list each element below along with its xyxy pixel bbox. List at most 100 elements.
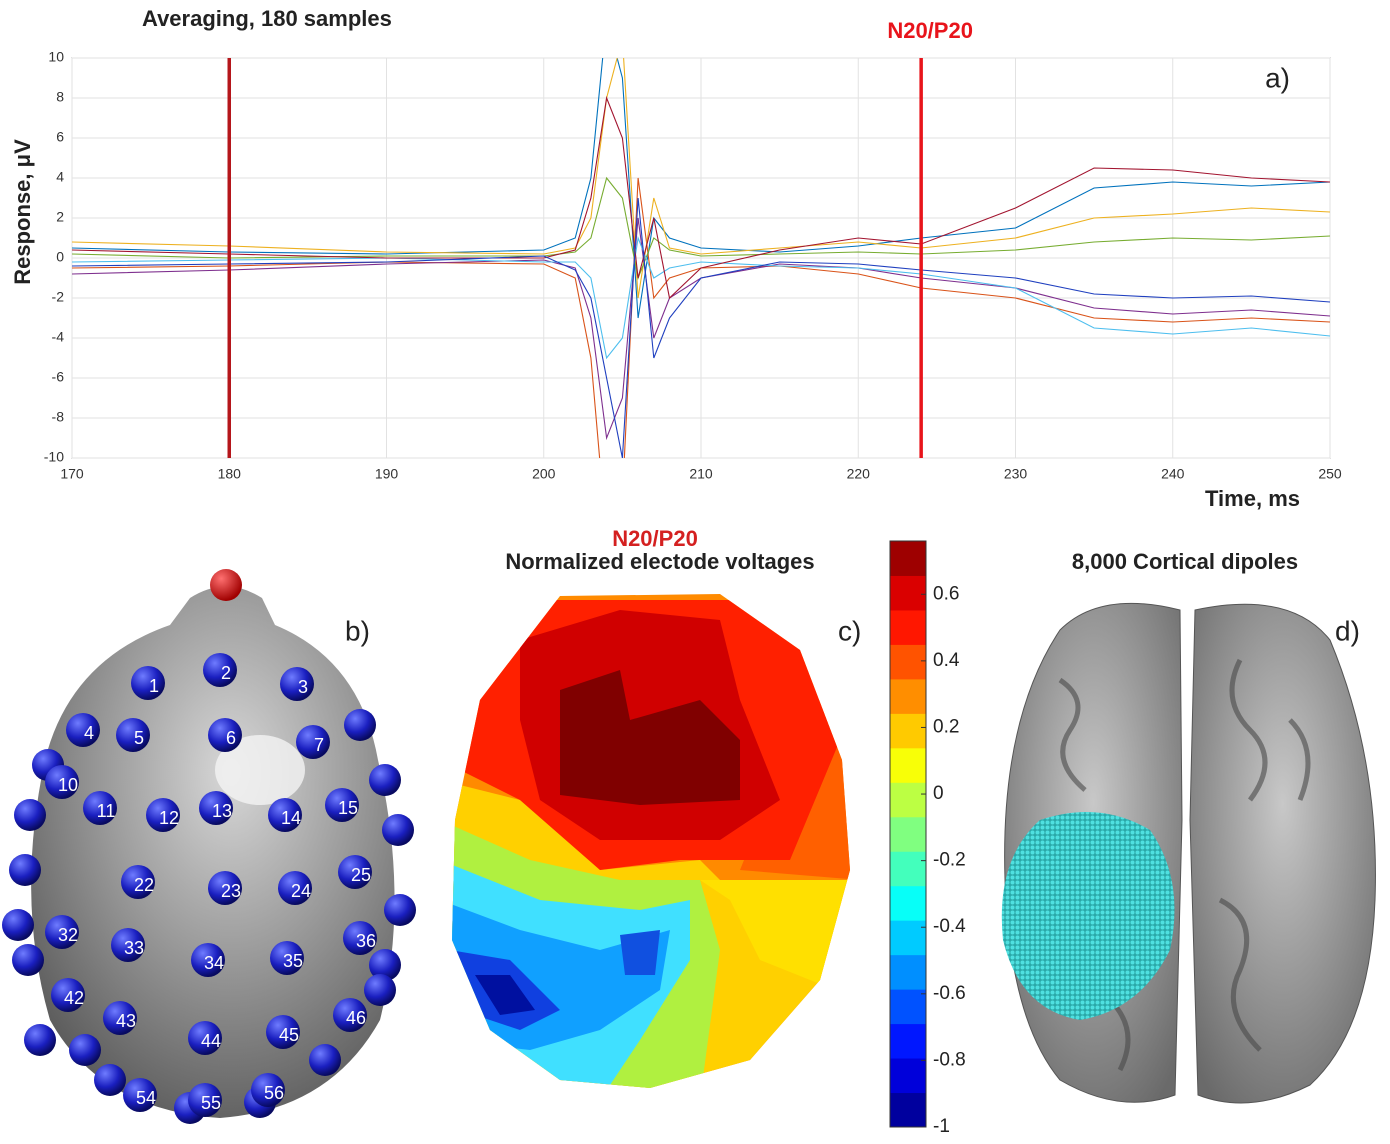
electrode-label: 25: [351, 865, 371, 885]
x-tick-label: 220: [847, 466, 871, 482]
electrode-label: 45: [279, 1025, 299, 1045]
electrode-label: 56: [264, 1083, 284, 1103]
marker-label: N20/P20: [887, 18, 973, 43]
x-tick-label: 230: [1004, 466, 1028, 482]
y-axis-label: Response, μV: [10, 139, 35, 285]
electrode-label: 13: [212, 801, 232, 821]
electrode: [12, 944, 44, 976]
colorbar-tick-label: -1: [933, 1116, 950, 1137]
colorbar-tick-label: -0.6: [933, 983, 966, 1004]
electrode-label: 11: [97, 801, 116, 821]
electrode-label: 6: [226, 728, 236, 748]
electrode-label: 32: [58, 925, 78, 945]
y-tick-label: -6: [52, 369, 65, 385]
electrode-label: 15: [338, 798, 358, 818]
electrode-label: 3: [298, 677, 308, 697]
colorbar-band: [890, 748, 926, 783]
colorbar-tick-label: 0.2: [933, 716, 959, 737]
colorbar-band: [890, 644, 926, 679]
colorbar-band: [890, 575, 926, 610]
panel-a: Averaging, 180 samples Time, ms Response…: [10, 6, 1342, 538]
x-tick-label: 240: [1161, 466, 1185, 482]
y-tick-label: 8: [56, 89, 64, 105]
electrode-label: 34: [204, 953, 224, 973]
y-tick-label: 2: [56, 209, 64, 225]
electrode: [344, 709, 376, 741]
electrode: [369, 764, 401, 796]
electrode-label: 23: [221, 881, 241, 901]
x-tick-label: 190: [375, 466, 399, 482]
electrode: [14, 799, 46, 831]
electrode-label: 43: [116, 1011, 136, 1031]
x-tick-label: 180: [218, 466, 242, 482]
electrode-label: 5: [134, 728, 144, 748]
panel-label: d): [1335, 615, 1360, 646]
electrode-label: 24: [291, 881, 311, 901]
x-tick-label: 200: [532, 466, 556, 482]
electrode-label: 7: [314, 735, 324, 755]
colorbar-band: [890, 955, 926, 990]
panel-label: b): [345, 615, 370, 646]
chart-title: 8,000 Cortical dipoles: [1072, 549, 1298, 574]
colorbar-band: [890, 713, 926, 748]
electrode-label: 14: [281, 808, 301, 828]
colorbar-band: [890, 886, 926, 921]
electrode-label: 55: [201, 1093, 221, 1113]
right-hemisphere: [1190, 604, 1375, 1103]
electrode: [69, 1034, 101, 1066]
chart-subtitle: Normalized electode voltages: [505, 549, 814, 574]
y-tick-label: -4: [52, 329, 65, 345]
electrode-label: 12: [159, 808, 179, 828]
electrode: [24, 1024, 56, 1056]
y-tick-label: -2: [52, 289, 65, 305]
electrode: [2, 909, 34, 941]
electrode: [364, 974, 396, 1006]
x-tick-label: 170: [60, 466, 84, 482]
electrode-label: 35: [283, 951, 303, 971]
electrode-label: 22: [134, 875, 154, 895]
panel-label: c): [838, 615, 861, 646]
chart-title: Averaging, 180 samples: [142, 6, 392, 31]
colorbar-band: [890, 679, 926, 714]
electrode: [9, 854, 41, 886]
colorbar-tick-label: 0.6: [933, 583, 959, 604]
colorbar-tick-label: 0.4: [933, 650, 960, 671]
colorbar-band: [890, 541, 926, 576]
electrode: [384, 894, 416, 926]
electrode-label: 54: [136, 1088, 156, 1108]
x-tick-label: 210: [689, 466, 713, 482]
electrode-label: 44: [201, 1031, 221, 1051]
colorbar-band: [890, 782, 926, 817]
colorbar-band: [890, 1093, 926, 1128]
colorbar-band: [890, 1058, 926, 1093]
electrode: [309, 1044, 341, 1076]
colorbar-tick-label: -0.4: [933, 916, 966, 937]
electrode-label: 10: [58, 775, 78, 795]
x-tick-label: 250: [1318, 466, 1342, 482]
colorbar-band: [890, 920, 926, 955]
electrode-label: 46: [346, 1008, 366, 1028]
y-tick-label: 0: [56, 249, 64, 265]
y-tick-label: 6: [56, 129, 64, 145]
electrode: [94, 1064, 126, 1096]
electrode-label: 33: [124, 938, 144, 958]
panel-d: 8,000 Cortical dipoles d): [1002, 549, 1376, 1103]
y-tick-label: 10: [48, 49, 64, 65]
topography-map: [440, 580, 860, 1100]
electrode-label: 42: [64, 988, 84, 1008]
colorbar-band: [890, 989, 926, 1024]
panel-c: N20/P20 Normalized electode voltages c) …: [440, 526, 966, 1137]
electrode: [382, 814, 414, 846]
y-tick-label: -10: [44, 449, 64, 465]
electrode-label: 36: [356, 931, 376, 951]
panel-label: a): [1265, 62, 1290, 93]
x-axis-label: Time, ms: [1205, 486, 1300, 511]
y-tick-label: 4: [56, 169, 64, 185]
electrode-label: 2: [221, 663, 231, 683]
colorbar-tick-label: 0: [933, 783, 944, 804]
colorbar-band: [890, 851, 926, 886]
figure: Averaging, 180 samples Time, ms Response…: [0, 0, 1390, 1139]
electrode-label: 1: [149, 676, 159, 696]
y-tick-label: -8: [52, 409, 65, 425]
